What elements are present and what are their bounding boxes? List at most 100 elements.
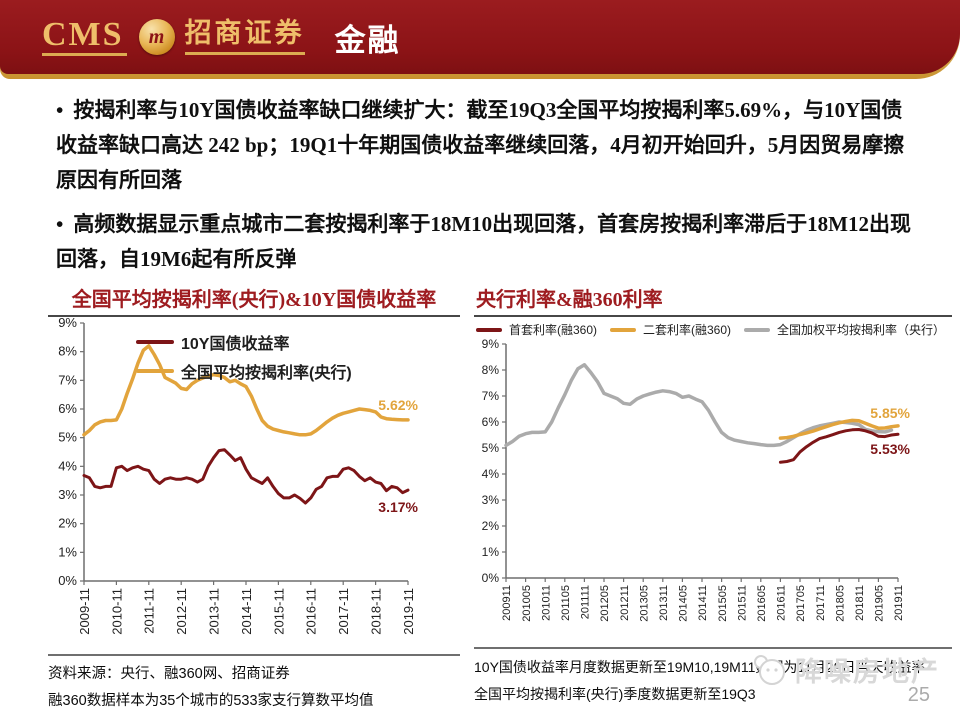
x-tick-label: 201411 <box>697 585 709 621</box>
y-tick-label: 5% <box>482 441 500 455</box>
chart-right-block: 央行利率&融360利率 首套利率(融360) 二套利率(融360) 全国加权平均按揭… <box>474 283 952 708</box>
chart-left-notes: 资料来源：央行、融360网、招商证券 融360数据样本为35个城市的533家支行… <box>48 661 460 715</box>
chart-left-plot-area: 0% 1% 2% 3% 4% 5% 6% 7% 8% 9% 2009-11 2010-11 2011-1… <box>48 315 460 652</box>
header-banner: CMS m 招商证券 金融 <box>0 0 960 74</box>
chart-svg-0: 0% 1% 2% 3% 4% 5% 6% 7% 8% 9% 2009-11 2010-11 2011-1… <box>58 315 418 635</box>
x-tick-label: 2018-11 <box>369 588 384 635</box>
brand-text: 招商证券 <box>184 19 305 55</box>
x-tick-label: 201905 <box>874 585 886 622</box>
legend-item: 二套利率(融360) <box>610 321 731 338</box>
bullet-1-text: 截至19Q3全国平均按揭利率5.69%，与10Y国债收益率缺口高达 242 bp… <box>56 98 905 192</box>
chart-right-title: 央行利率&融360利率 <box>476 289 663 311</box>
x-tick-label: 201305 <box>638 585 650 622</box>
legend-swatch-icon <box>744 327 771 332</box>
series-line-1 <box>82 344 410 437</box>
x-tick-label: 201511 <box>736 585 748 621</box>
legend-swatch-icon <box>610 327 637 332</box>
watermark: 降噪房地产 <box>748 650 940 689</box>
x-tick-label: 2019-11 <box>401 588 416 635</box>
y-tick-label: 6% <box>58 401 77 416</box>
y-tick-label: 1% <box>482 545 500 559</box>
legend-item: 10Y国债收益率 <box>136 330 352 354</box>
watermark-text: 降噪房地产 <box>795 657 940 687</box>
y-tick-label: 3% <box>58 487 77 502</box>
x-tick-label: 201405 <box>678 585 690 622</box>
y-tick-label: 0% <box>482 571 500 585</box>
legend-label: 全国平均按揭利率(央行) <box>181 365 352 382</box>
page-number: 25 <box>907 684 930 706</box>
legend-item: 全国加权平均按揭利率（央行） <box>744 321 945 338</box>
x-tick-label: 2015-11 <box>271 588 286 635</box>
chart-right-footer-rule <box>474 647 952 649</box>
chart-left-block: 全国平均按揭利率(央行)&10Y国债收益率 0% 1% 2% 3% 4% 5% 6% 7% 8%… <box>48 283 460 715</box>
legend-item: 首套利率(融360) <box>476 321 597 338</box>
x-tick-label: 201605 <box>756 585 768 622</box>
x-tick-label: 2013-11 <box>207 588 222 635</box>
x-tick-label: 201111 <box>580 585 592 619</box>
y-tick-label: 6% <box>482 415 500 429</box>
chart-right-legend: 首套利率(融360) 二套利率(融360) 全国加权平均按揭利率（央行） <box>476 321 952 338</box>
series-end-label-0: 5.53% <box>870 441 910 457</box>
x-tick-label: 2014-11 <box>239 588 254 635</box>
chart-right-title-rule <box>474 315 952 317</box>
chart-left-footer-rule <box>48 654 460 656</box>
sample-note: 融360数据样本为35个城市的533家支行算数平均值 <box>48 693 374 709</box>
y-tick-label: 4% <box>482 467 500 481</box>
x-tick-label: 201005 <box>521 585 533 622</box>
x-tick-label: 2010-11 <box>109 588 124 635</box>
x-tick-label: 2017-11 <box>336 588 351 635</box>
x-tick-label: 201711 <box>815 585 827 621</box>
y-tick-label: 1% <box>58 544 77 559</box>
legend-swatch-icon <box>136 340 174 344</box>
chart-right-canvas: 0% 1% 2% 3% 4% 5% 6% 7% 8% 9% 200911 201005 201011 20… <box>474 337 952 645</box>
x-tick-label: 201705 <box>795 585 807 622</box>
bullet-1-lead: 按揭利率与10Y国债收益率缺口继续扩大： <box>73 98 467 122</box>
y-tick-label: 9% <box>482 338 500 351</box>
x-tick-label: 201311 <box>658 585 670 621</box>
x-tick-label: 2016-11 <box>304 588 319 635</box>
y-tick-label: 5% <box>58 430 77 445</box>
x-tick-label: 201105 <box>560 585 572 621</box>
bullet-item-2: • 高频数据显示重点城市二套按揭利率于18M10出现回落，首套房按揭利率滞后于18… <box>56 207 922 277</box>
legend-item: 全国平均按揭利率(央行) <box>136 359 352 383</box>
chart-left-title: 全国平均按揭利率(央行)&10Y国债收益率 <box>71 289 437 311</box>
y-tick-label: 0% <box>58 573 77 588</box>
x-tick-label: 201011 <box>540 585 552 621</box>
series-end-label-1: 5.85% <box>870 405 910 421</box>
bullet-marker: • <box>56 98 64 122</box>
y-tick-label: 7% <box>482 389 500 403</box>
bullet-2-text: 高频数据显示重点城市二套按揭利率于18M10出现回落，首套房按揭利率滞后于18M… <box>56 212 911 271</box>
x-tick-label: 201205 <box>599 585 611 622</box>
y-tick-label: 4% <box>58 458 77 473</box>
chart-left-legend: 10Y国债收益率全国平均按揭利率(央行) <box>136 330 352 383</box>
y-tick-label: 3% <box>482 493 500 507</box>
legend-label: 10Y国债收益率 <box>181 336 290 353</box>
legend-swatch-icon <box>476 327 502 332</box>
bullet-item-1: • 按揭利率与10Y国债收益率缺口继续扩大：截至19Q3全国平均按揭利率5.69%… <box>56 93 922 198</box>
x-tick-label: 201611 <box>776 585 788 621</box>
series-line-1 <box>778 418 900 440</box>
x-tick-label: 2012-11 <box>174 588 189 635</box>
y-tick-label: 9% <box>58 317 77 330</box>
x-tick-label: 201811 <box>854 585 866 621</box>
x-tick-label: 200911 <box>501 585 513 621</box>
series-line-2 <box>504 363 894 448</box>
x-tick-label: 201505 <box>717 585 729 622</box>
series-line-0 <box>778 428 900 464</box>
series-end-label-1: 5.62% <box>378 397 418 413</box>
y-tick-label: 8% <box>58 344 77 359</box>
legend-swatch-icon <box>136 369 174 373</box>
update-note-1: 10Y国债收益率月度数据更新至19M10,19M11数据为11月29日当天收益率 <box>474 659 926 675</box>
x-tick-label: 2011-11 <box>142 588 157 634</box>
page-title: 金融 <box>334 22 401 58</box>
y-tick-label: 2% <box>58 516 77 531</box>
cms-badge-icon: m <box>138 19 175 55</box>
bullet-list: • 按揭利率与10Y国债收益率缺口继续扩大：截至19Q3全国平均按揭利率5.69%… <box>56 93 922 286</box>
chart-left-title-rule <box>48 315 460 317</box>
bullet-marker: • <box>56 212 64 236</box>
update-note-2: 全国平均按揭利率(央行)季度数据更新至19Q3 <box>474 686 756 702</box>
series-end-label-0: 3.17% <box>378 499 418 515</box>
cms-badge-glyph: m <box>148 25 165 48</box>
chart-right-notes: 10Y国债收益率月度数据更新至19M10,19M11数据为11月29日当天收益率… <box>474 654 952 708</box>
